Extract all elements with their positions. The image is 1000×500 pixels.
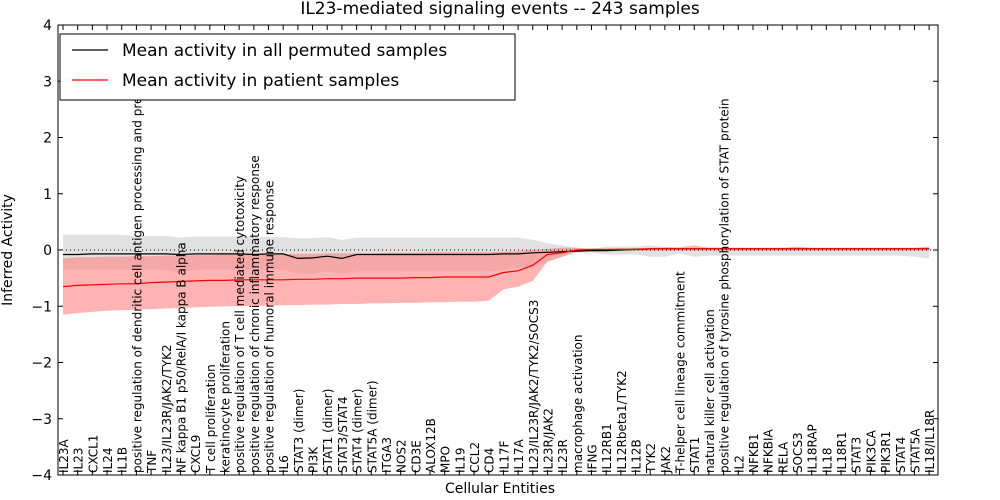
x-tick-label: STAT4 bbox=[894, 437, 908, 473]
x-tick-label: CXCL9 bbox=[189, 435, 203, 473]
x-tick-label: positive regulation of dendritic cell an… bbox=[130, 40, 144, 473]
x-tick-label: JAK2 bbox=[659, 446, 673, 474]
y-axis-label: Inferred Activity bbox=[0, 194, 16, 306]
y-tick-label: −3 bbox=[31, 412, 52, 428]
x-tick-label: CCL2 bbox=[468, 442, 482, 473]
y-tick-label: −2 bbox=[31, 356, 52, 372]
x-tick-label: ITGA3 bbox=[380, 437, 394, 473]
legend-label-permuted: Mean activity in all permuted samples bbox=[122, 41, 447, 61]
x-tick-label: IL19 bbox=[453, 448, 467, 474]
x-tick-label: IL23/IL23R/JAK2/TYK2 bbox=[160, 344, 174, 473]
x-tick-label: NFKB1 bbox=[747, 433, 761, 473]
legend-label-patient: Mean activity in patient samples bbox=[122, 71, 399, 91]
x-tick-label: TNF bbox=[145, 450, 159, 474]
y-tick-label: 1 bbox=[43, 187, 52, 203]
x-tick-label: STAT1 (dimer) bbox=[321, 389, 335, 473]
x-tick-label: ALOX12B bbox=[424, 418, 438, 473]
x-axis: IL23A IL23 CXCL1 IL24 IL1B positive regulatio… bbox=[57, 25, 937, 475]
x-tick-label: keratinocyte proliferation bbox=[219, 321, 233, 473]
x-tick-label: IL12Rbeta1/TYK2 bbox=[615, 370, 629, 473]
x-tick-label: IL18/IL18R bbox=[923, 410, 937, 473]
y-tick-label: 4 bbox=[43, 18, 52, 34]
x-tick-label: IL23A bbox=[57, 439, 71, 473]
x-tick-label: IL17F bbox=[497, 441, 511, 473]
x-tick-label: T cell proliferation bbox=[204, 364, 218, 474]
x-tick-label: IL23R/JAK2 bbox=[541, 408, 555, 473]
x-tick-label: TYK2 bbox=[644, 443, 658, 474]
x-tick-label: positive regulation of humoral immune re… bbox=[263, 181, 277, 473]
band-series-1 bbox=[63, 245, 930, 315]
x-tick-label: STAT1 bbox=[688, 437, 702, 473]
x-tick-label: SOCS3 bbox=[791, 432, 805, 473]
x-tick-label: IL12RB1 bbox=[600, 423, 614, 473]
x-tick-label: MPO bbox=[439, 446, 453, 473]
legend: Mean activity in all permuted samples Me… bbox=[59, 33, 516, 101]
x-tick-label: PIK3R1 bbox=[879, 431, 893, 473]
chart-title: IL23-mediated signaling events -- 243 sa… bbox=[300, 0, 700, 19]
x-tick-label: STAT3/STAT4 bbox=[336, 396, 350, 473]
x-tick-label: IFNG bbox=[586, 444, 600, 473]
x-tick-label: positive regulation of T cell mediated c… bbox=[233, 176, 247, 473]
x-tick-label: IL6 bbox=[277, 455, 291, 473]
x-tick-label: natural killer cell activation bbox=[703, 309, 717, 473]
legend-box bbox=[59, 33, 516, 101]
x-tick-label: PI3K bbox=[307, 446, 321, 473]
y-tick-label: 2 bbox=[43, 131, 52, 147]
x-tick-label: RELA bbox=[776, 441, 790, 473]
x-axis-label: Cellular Entities bbox=[445, 481, 555, 497]
x-tick-label: NFKBIA bbox=[762, 428, 776, 473]
x-tick-label: IL17A bbox=[512, 439, 526, 473]
line-series-1 bbox=[62, 248, 930, 288]
x-tick-label: NOS2 bbox=[395, 439, 409, 473]
x-tick-label: IL18RAP bbox=[806, 424, 820, 473]
y-tick-label: 3 bbox=[43, 74, 52, 90]
x-tick-label: IL18R1 bbox=[835, 432, 849, 473]
x-tick-label: NF kappa B1 p50/RelA/I kappa B alpha bbox=[174, 242, 188, 473]
x-tick-label: STAT3 (dimer) bbox=[292, 389, 306, 473]
x-tick-label: T-helper cell lineage commitment bbox=[674, 271, 688, 474]
y-tick-label: 0 bbox=[43, 243, 52, 259]
x-tick-label: IL23/IL23R/JAK2/TYK2/SOCS3 bbox=[527, 300, 541, 473]
x-tick-label: STAT3 bbox=[850, 437, 864, 473]
x-tick-label: IL23 bbox=[72, 448, 86, 474]
y-tick-label: −1 bbox=[31, 299, 52, 315]
x-tick-label: STAT5A (dimer) bbox=[365, 380, 379, 473]
x-tick-label: PIK3CA bbox=[864, 429, 878, 473]
y-axis: −4 −3 −2 −1 0 1 2 3 4 bbox=[31, 18, 938, 484]
x-tick-label: STAT5A bbox=[908, 428, 922, 473]
x-tick-label: IL23R bbox=[556, 439, 570, 473]
x-tick-label: IL12B bbox=[630, 439, 644, 473]
x-tick-label: macrophage activation bbox=[571, 335, 585, 473]
x-tick-label: STAT4 (dimer) bbox=[351, 389, 365, 473]
y-tick-label: −4 bbox=[31, 468, 52, 484]
x-tick-label: IL18 bbox=[820, 448, 834, 474]
x-tick-label: CD3E bbox=[409, 440, 423, 473]
x-tick-label: positive regulation of chronic inflammat… bbox=[248, 155, 262, 473]
x-tick-label: CXCL1 bbox=[86, 435, 100, 473]
x-tick-label: IL2 bbox=[732, 455, 746, 473]
x-tick-label: IL24 bbox=[101, 448, 115, 474]
x-tick-label: CD4 bbox=[483, 448, 497, 473]
x-tick-label: IL1B bbox=[116, 447, 130, 473]
x-tick-label: positive regulation of tyrosine phosphor… bbox=[718, 98, 732, 473]
series-lines bbox=[62, 248, 930, 288]
